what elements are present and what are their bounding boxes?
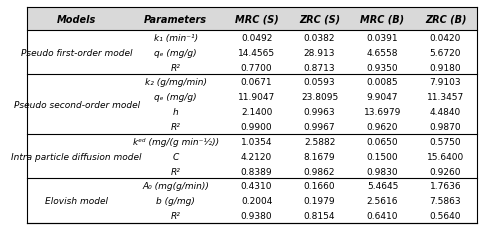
Text: 0.9870: 0.9870 (430, 123, 461, 131)
Text: 15.6400: 15.6400 (427, 152, 464, 161)
Text: 0.9260: 0.9260 (430, 167, 461, 176)
Text: 0.9180: 0.9180 (430, 63, 461, 72)
Text: 0.0593: 0.0593 (304, 78, 335, 87)
Text: 14.4565: 14.4565 (238, 49, 275, 57)
Text: 0.0420: 0.0420 (430, 34, 461, 43)
Text: 0.9862: 0.9862 (304, 167, 335, 176)
Text: R²: R² (170, 211, 181, 220)
Text: 2.5882: 2.5882 (304, 137, 335, 146)
Text: 0.5750: 0.5750 (430, 137, 461, 146)
Text: 0.9620: 0.9620 (367, 123, 398, 131)
Text: 0.0085: 0.0085 (367, 78, 398, 87)
Text: Intra particle diffusion model: Intra particle diffusion model (12, 152, 142, 161)
Text: kᵉᵈ (mg/(g min⁻½)): kᵉᵈ (mg/(g min⁻½)) (132, 137, 219, 146)
Text: 11.9047: 11.9047 (238, 93, 275, 102)
Text: ZRC (B): ZRC (B) (425, 14, 466, 25)
Text: 0.0382: 0.0382 (304, 34, 335, 43)
Text: 0.9967: 0.9967 (304, 123, 335, 131)
Text: 9.9047: 9.9047 (367, 93, 398, 102)
Text: qₑ (mg/g): qₑ (mg/g) (154, 49, 197, 57)
Text: 28.913: 28.913 (304, 49, 335, 57)
Text: 0.0671: 0.0671 (241, 78, 272, 87)
Text: 4.6558: 4.6558 (367, 49, 398, 57)
Text: Parameters: Parameters (144, 14, 207, 25)
Text: R²: R² (170, 63, 181, 72)
Text: qₑ (mg/g): qₑ (mg/g) (154, 93, 197, 102)
Text: 0.2004: 0.2004 (241, 196, 272, 205)
Text: 0.1660: 0.1660 (304, 182, 335, 191)
Text: 0.9830: 0.9830 (367, 167, 398, 176)
Text: 7.5863: 7.5863 (430, 196, 461, 205)
Text: MRC (B): MRC (B) (360, 14, 405, 25)
Text: R²: R² (170, 123, 181, 131)
Text: 0.5640: 0.5640 (430, 211, 461, 220)
Text: 0.9380: 0.9380 (241, 211, 272, 220)
Text: MRC (S): MRC (S) (235, 14, 279, 25)
Text: 8.1679: 8.1679 (304, 152, 335, 161)
Text: ZRC (S): ZRC (S) (299, 14, 340, 25)
Text: 0.9350: 0.9350 (367, 63, 398, 72)
Text: 13.6979: 13.6979 (364, 108, 401, 117)
Text: 1.7636: 1.7636 (430, 182, 461, 191)
Text: 11.3457: 11.3457 (427, 93, 464, 102)
Bar (27, 8, 477, 31)
Text: 5.4645: 5.4645 (367, 182, 398, 191)
Text: 0.8389: 0.8389 (241, 167, 272, 176)
Text: Pseudo second-order model: Pseudo second-order model (14, 100, 140, 109)
Text: Pseudo first-order model: Pseudo first-order model (21, 49, 132, 57)
Text: 0.4310: 0.4310 (241, 182, 272, 191)
Text: 5.6720: 5.6720 (430, 49, 461, 57)
Text: h: h (173, 108, 179, 117)
Text: b (g/mg): b (g/mg) (156, 196, 195, 205)
Text: Elovish model: Elovish model (45, 196, 108, 205)
Text: C: C (172, 152, 179, 161)
Text: 2.1400: 2.1400 (241, 108, 272, 117)
Text: 4.2120: 4.2120 (241, 152, 272, 161)
Text: R²: R² (170, 167, 181, 176)
Text: 0.1500: 0.1500 (367, 152, 398, 161)
Text: 2.5616: 2.5616 (367, 196, 398, 205)
Text: 0.6410: 0.6410 (367, 211, 398, 220)
Text: 23.8095: 23.8095 (301, 93, 338, 102)
Text: 0.1979: 0.1979 (304, 196, 335, 205)
Text: 0.8154: 0.8154 (304, 211, 335, 220)
Text: 0.9900: 0.9900 (241, 123, 272, 131)
Text: 0.9963: 0.9963 (304, 108, 335, 117)
Text: 0.0650: 0.0650 (367, 137, 398, 146)
Text: 0.0391: 0.0391 (367, 34, 398, 43)
Text: k₂ (g/mg/min): k₂ (g/mg/min) (144, 78, 207, 87)
Text: 7.9103: 7.9103 (430, 78, 461, 87)
Text: 1.0354: 1.0354 (241, 137, 272, 146)
Text: 0.7700: 0.7700 (241, 63, 272, 72)
Text: A₀ (mg(g/min)): A₀ (mg(g/min)) (142, 182, 209, 191)
Text: 4.4840: 4.4840 (430, 108, 461, 117)
Text: k₁ (min⁻¹): k₁ (min⁻¹) (154, 34, 198, 43)
Text: 0.0492: 0.0492 (241, 34, 272, 43)
Text: 0.8713: 0.8713 (304, 63, 335, 72)
Text: Models: Models (57, 14, 96, 25)
